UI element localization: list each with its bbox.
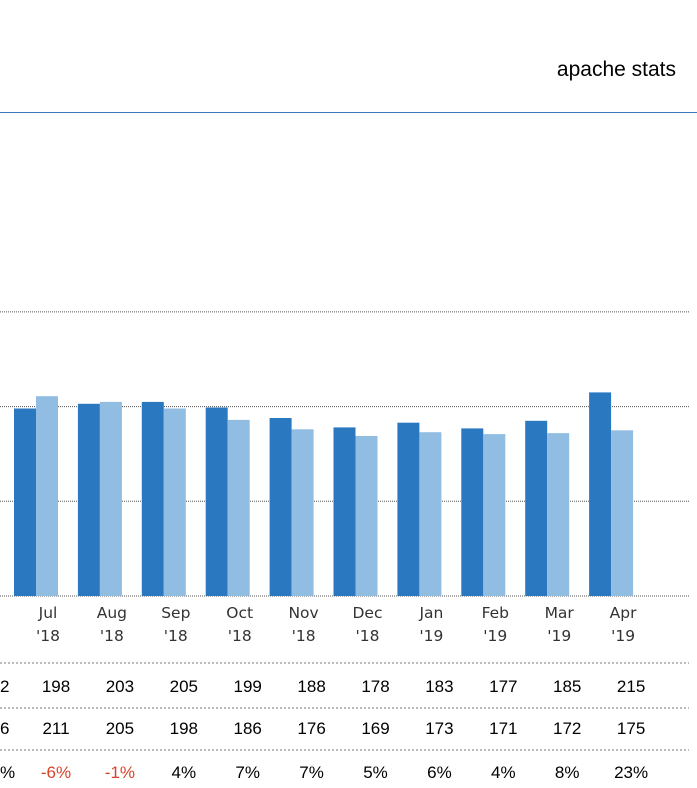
x-tick-label: '18 [292, 627, 316, 645]
table-cell: 205 [170, 677, 198, 696]
table-cell: 5% [363, 763, 388, 782]
table-cell: 7% [235, 763, 260, 782]
x-tick-label: '18 [164, 627, 188, 645]
x-tick-label: '19 [483, 627, 507, 645]
table-cell: 188 [297, 677, 325, 696]
table-cell: 8% [555, 763, 580, 782]
x-tick-label: Apr [610, 604, 637, 622]
x-tick-label: Oct [226, 604, 253, 622]
table-cell: 198 [170, 719, 198, 738]
bar-series-1 [141, 401, 164, 596]
x-tick-label: Dec [353, 604, 383, 622]
table-cell: 198 [42, 677, 70, 696]
bar-series-1 [397, 422, 420, 596]
bar-series-1 [77, 403, 100, 596]
x-tick-label: Sep [161, 604, 190, 622]
x-tick-label: '18 [36, 627, 60, 645]
bar-series-1 [14, 408, 36, 596]
bar-series-1 [269, 418, 292, 596]
x-tick-label: Jan [418, 604, 443, 622]
table-cell: 199 [234, 677, 262, 696]
table-cell: 4% [172, 763, 197, 782]
bar-series-2 [291, 429, 314, 596]
bar-series-1 [589, 392, 612, 596]
bar-series-2 [163, 408, 186, 596]
table-cell: -6% [41, 763, 71, 782]
bar-series-2 [36, 396, 58, 596]
x-tick-label: Nov [288, 604, 318, 622]
table-cell: 183 [425, 677, 453, 696]
x-tick-label: '19 [419, 627, 443, 645]
table-cell: 185 [553, 677, 581, 696]
table-cell: 186 [234, 719, 262, 738]
table-cell: 175 [617, 719, 645, 738]
bar-series-2 [611, 430, 634, 596]
bar-series-2 [483, 434, 506, 596]
bar-series-2 [99, 401, 122, 596]
table-cell: 6% [427, 763, 452, 782]
x-tick-label: Feb [482, 604, 509, 622]
table-cell: 178 [361, 677, 389, 696]
bar-series-1 [461, 428, 484, 596]
table-cell: 211 [42, 719, 69, 738]
x-tick-label: '19 [547, 627, 571, 645]
x-tick-label: '18 [100, 627, 124, 645]
table-cell: 4% [491, 763, 516, 782]
table-cell: -1% [105, 763, 135, 782]
bar-series-1 [525, 420, 548, 596]
table-cell: 173 [425, 719, 453, 738]
table-cell: 169 [361, 719, 389, 738]
header-rule [0, 112, 697, 113]
table-cell: 176 [297, 719, 325, 738]
x-tick-label: '19 [611, 627, 635, 645]
x-tick-label: Aug [97, 604, 127, 622]
table-cell: 23% [614, 763, 648, 782]
x-tick-label: Jul [38, 604, 58, 622]
x-tick-labels: Jul '18 Aug '18 Sep '18 Oct '18 Nov '18 Dec '18 Jan '… [36, 604, 637, 645]
bar-series-1 [205, 407, 228, 596]
data-table: 2 198 203 205 199 188 178 183 177 185 215 6 211 205 19… [0, 662, 689, 782]
x-tick-label: '18 [356, 627, 380, 645]
table-cell: 205 [106, 719, 134, 738]
bar-series-2 [419, 432, 442, 596]
table-cell-prefix: % [0, 763, 15, 782]
x-tick-label: '18 [228, 627, 252, 645]
table-cell: 203 [106, 677, 134, 696]
bar-series-2 [355, 436, 378, 596]
table-cell: 172 [553, 719, 581, 738]
table-cell-prefix: 2 [0, 677, 9, 696]
table-cell: 177 [489, 677, 517, 696]
table-cell: 7% [299, 763, 324, 782]
table-cell: 215 [617, 677, 645, 696]
x-tick-label: Mar [545, 604, 575, 622]
bar-series-2 [547, 433, 570, 596]
table-cell-prefix: 6 [0, 719, 9, 738]
chart-title: apache stats [556, 58, 676, 81]
table-cell: 171 [489, 719, 517, 738]
bar-series-1 [333, 427, 356, 596]
bars [14, 392, 634, 596]
bar-series-2 [227, 419, 250, 596]
